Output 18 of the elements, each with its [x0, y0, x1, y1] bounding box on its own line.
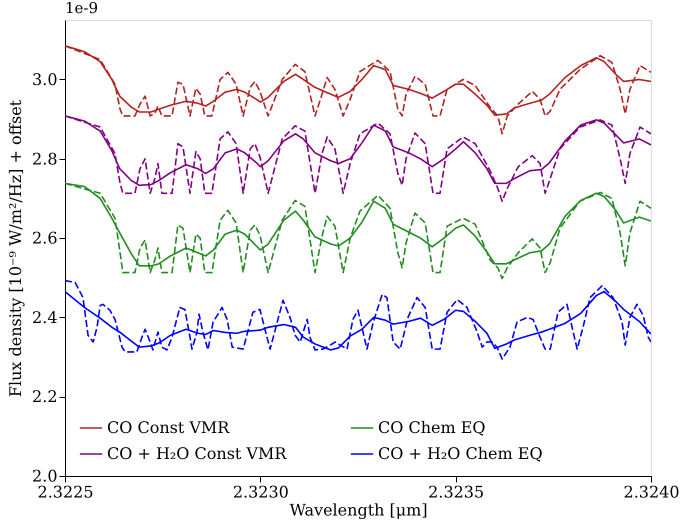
y-tick-label: 2.0: [32, 466, 58, 486]
line-series: [65, 280, 651, 360]
x-tick-label: 2.3240: [624, 482, 680, 502]
x-tick-label: 2.3235: [428, 482, 484, 502]
legend-label: CO Const VMR: [107, 418, 230, 437]
x-tick-label: 2.3230: [232, 482, 289, 502]
legend-label: CO Chem EQ: [378, 418, 486, 437]
y-tick-label: 2.8: [32, 149, 58, 168]
y-tick-label: 2.4: [32, 308, 58, 327]
legend-label: CO + H₂O Const VMR: [107, 444, 288, 463]
x-axis-title: Wavelength [μm]: [289, 500, 428, 520]
y-tick-label: 3.0: [32, 70, 58, 89]
x-tick-label: 2.3225: [38, 482, 94, 502]
y-axis-title: Flux density [10⁻⁹ W/m²/Hz] + offset: [6, 99, 26, 398]
text: 1e-9: [65, 0, 98, 17]
y-tick-label: 2.2: [32, 387, 58, 406]
legend-label: CO + H₂O Chem EQ: [378, 444, 543, 463]
y-tick-label: 2.6: [32, 228, 58, 248]
